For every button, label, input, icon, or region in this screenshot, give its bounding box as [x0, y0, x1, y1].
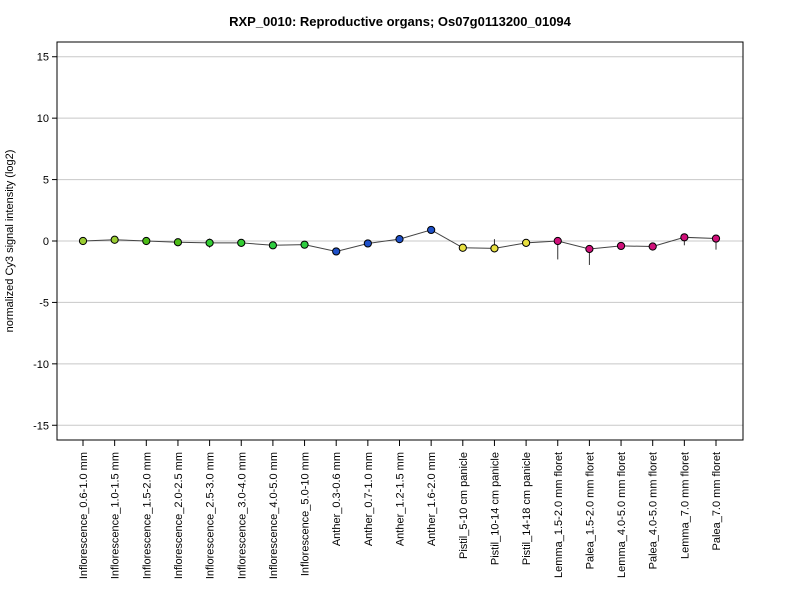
x-tick-label: Inflorescence_0.6-1.0 mm	[78, 452, 90, 579]
x-tick-label: Anther_1.6-2.0 mm	[426, 452, 438, 546]
data-point	[173, 238, 183, 247]
y-tick-label: 5	[43, 175, 49, 187]
x-tick-label: Inflorescence_2.5-3.0 mm	[205, 452, 217, 579]
x-axis: Inflorescence_0.6-1.0 mm Inflorescence_1.…	[78, 440, 723, 579]
x-tick-label: Inflorescence_4.0-5.0 mm	[268, 452, 280, 579]
data-point	[78, 236, 88, 246]
x-tick-label: Lemma_4.0-5.0 mm floret	[616, 452, 628, 578]
x-tick-label: Lemma_1.5-2.0 mm floret	[553, 452, 565, 578]
chart-title: RXP_0010: Reproductive organs; Os07g0113…	[229, 14, 572, 29]
data-point	[205, 238, 214, 247]
x-tick-label: Lemma_7.0 mm floret	[679, 452, 691, 559]
data-point	[427, 225, 436, 235]
data-point	[490, 244, 499, 253]
y-axis: 15 10 5 0 -5 -10 -15	[33, 52, 57, 432]
x-tick-label: Pistil_14-18 cm panicle	[521, 452, 533, 565]
x-tick-label: Inflorescence_3.0-4.0 mm	[236, 452, 248, 579]
x-tick-label: Inflorescence_5.0-10 mm	[300, 452, 312, 576]
data-point	[711, 234, 721, 243]
x-tick-label: Inflorescence_1.5-2.0 mm	[141, 452, 153, 579]
data-point	[522, 238, 531, 247]
y-tick-label: -5	[39, 297, 49, 309]
data-point	[680, 233, 689, 242]
y-axis-label: normalized Cy3 signal intensity (log2)	[4, 150, 16, 333]
y-tick-label: 15	[37, 52, 49, 64]
x-tick-label: Anther_0.7-1.0 mm	[363, 452, 375, 546]
x-tick-label: Anther_0.3-0.6 mm	[331, 452, 343, 546]
x-tick-label: Inflorescence_2.0-2.5 mm	[173, 452, 185, 579]
data-point	[332, 247, 341, 256]
y-tick-label: 10	[37, 113, 49, 125]
x-tick-label: Inflorescence_1.0-1.5 mm	[110, 452, 122, 579]
x-tick-label: Anther_1.2-1.5 mm	[395, 452, 407, 546]
data-point	[395, 235, 404, 244]
data-point	[237, 238, 246, 247]
y-tick-label: -10	[33, 359, 49, 371]
data-point	[142, 236, 151, 246]
data-point	[553, 236, 562, 246]
data-point	[110, 235, 119, 244]
y-tick-label: -15	[33, 420, 49, 432]
data-point	[648, 242, 657, 251]
data-point	[616, 241, 626, 251]
data-point	[363, 239, 372, 248]
y-tick-label: 0	[43, 236, 49, 248]
data-point	[458, 243, 467, 252]
x-tick-label: Palea_7.0 mm floret	[711, 452, 723, 550]
x-tick-label: Palea_1.5-2.0 mm floret	[584, 452, 596, 569]
data-point	[268, 241, 277, 250]
gridlines	[57, 56, 743, 426]
x-tick-label: Palea_4.0-5.0 mm floret	[648, 452, 660, 569]
series	[78, 225, 721, 265]
x-tick-label: Pistil_10-14 cm panicle	[489, 452, 501, 565]
x-tick-label: Pistil_5-10 cm panicle	[458, 452, 470, 559]
data-point	[585, 244, 594, 254]
data-point	[300, 240, 309, 249]
